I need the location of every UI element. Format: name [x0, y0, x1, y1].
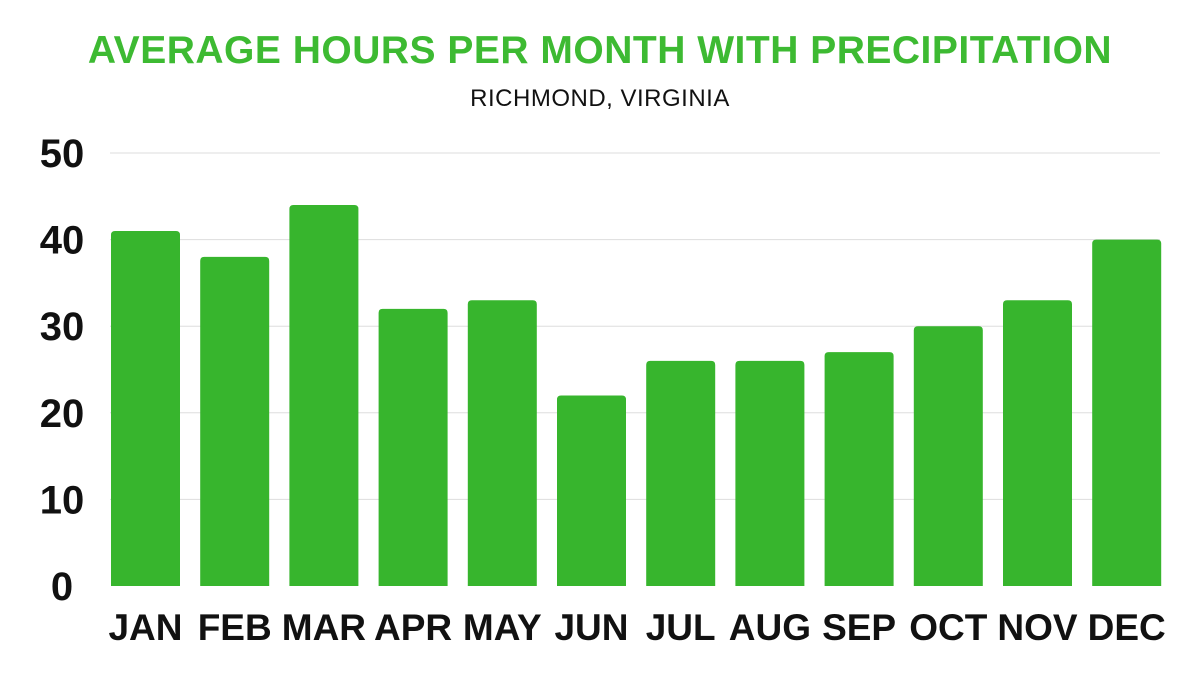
chart-title: AVERAGE HOURS PER MONTH WITH PRECIPITATI…: [87, 29, 1113, 72]
x-category-label-nov: NOV: [997, 607, 1078, 648]
bar-aug: [735, 360, 805, 586]
x-category-label-apr: APR: [374, 607, 452, 648]
x-category-label-jul: JUL: [646, 607, 716, 648]
bar-may: [467, 300, 537, 586]
x-category-label-aug: AUG: [729, 607, 811, 648]
y-tick-label: 10: [40, 478, 85, 522]
bar-dec: [1092, 239, 1162, 586]
y-tick-label: 20: [40, 392, 85, 436]
bars: [111, 204, 1162, 586]
x-axis-categories: JAN FEB MAR APR MAY JUN JUL AUG SEP OCT NOV DEC: [108, 607, 1165, 648]
x-category-label-may: MAY: [463, 607, 542, 648]
bar-jun: [557, 395, 626, 586]
bar-mar: [289, 204, 359, 586]
x-category-label-dec: DEC: [1088, 607, 1166, 648]
gridlines: [110, 152, 1160, 500]
x-category-label-feb: FEB: [198, 607, 272, 648]
bar-apr: [378, 308, 448, 586]
bar-sep: [824, 352, 894, 586]
bar-nov: [1003, 300, 1072, 586]
x-category-label-sep: SEP: [822, 607, 896, 648]
y-tick-label: 50: [40, 132, 85, 176]
y-tick-label: 40: [40, 219, 85, 263]
bar-jul: [646, 360, 716, 586]
y-tick-label: 0: [51, 565, 73, 609]
x-category-label-jan: JAN: [108, 607, 182, 648]
x-category-label-oct: OCT: [909, 607, 988, 648]
bar-oct: [913, 326, 983, 586]
chart-subtitle: RICHMOND, VIRGINIA: [470, 85, 730, 112]
x-category-label-jun: JUN: [554, 607, 628, 648]
y-tick-label: 30: [40, 305, 85, 349]
bar-feb: [200, 256, 270, 586]
x-category-label-mar: MAR: [282, 607, 366, 648]
bar-jan: [111, 230, 180, 586]
y-axis-ticks: 0 10 20 30 40 50: [40, 132, 85, 609]
